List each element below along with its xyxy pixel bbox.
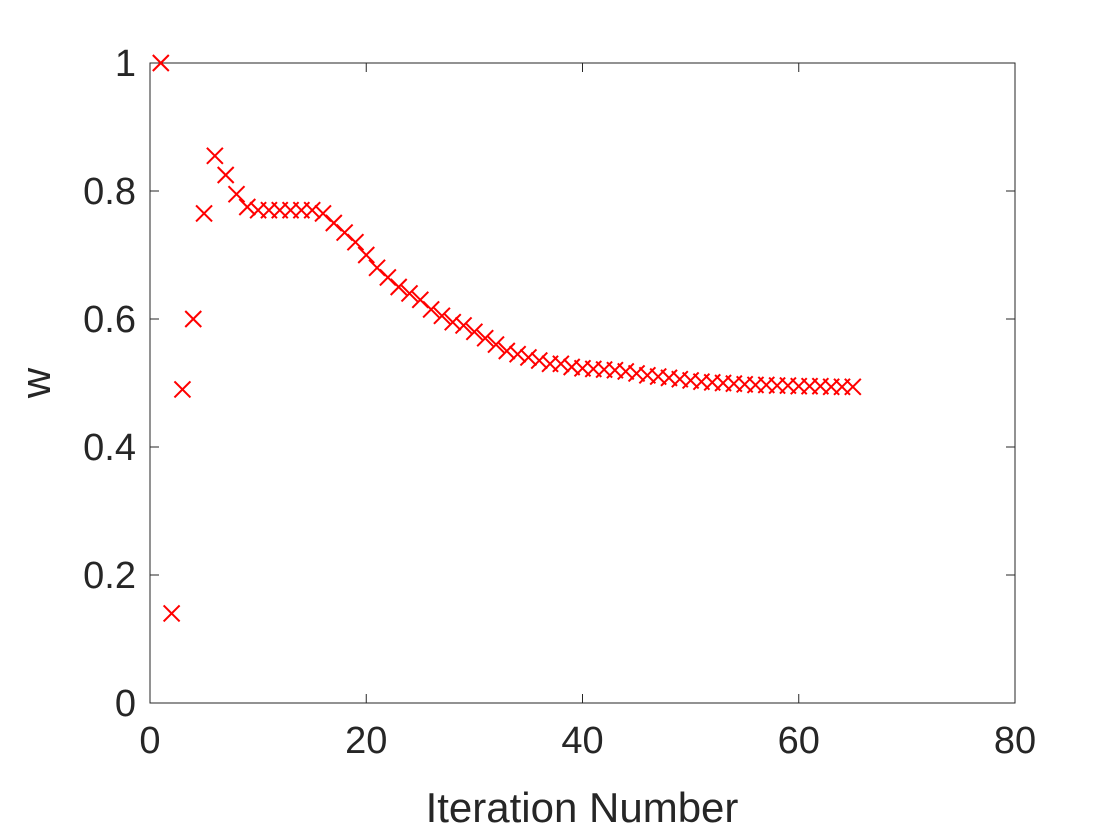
data-point bbox=[476, 329, 494, 347]
data-point bbox=[162, 604, 181, 623]
x-tick-label: 60 bbox=[778, 720, 820, 762]
x-tick-label: 40 bbox=[561, 720, 603, 762]
data-point bbox=[519, 348, 538, 367]
data-point bbox=[454, 316, 473, 335]
data-point bbox=[487, 335, 505, 354]
data-point bbox=[508, 345, 527, 363]
data-point bbox=[422, 300, 440, 319]
y-tick-label: 1 bbox=[115, 43, 136, 85]
data-point bbox=[195, 204, 213, 223]
data-point bbox=[346, 233, 365, 251]
data-point bbox=[238, 198, 257, 216]
y-tick-label: 0.8 bbox=[83, 171, 136, 213]
data-point bbox=[498, 342, 516, 360]
x-tick-label: 20 bbox=[345, 720, 387, 762]
y-tick-label: 0.2 bbox=[83, 555, 136, 597]
y-tick-labels: 0 0.2 0.4 0.6 0.8 1 bbox=[83, 43, 136, 725]
y-tick-label: 0.6 bbox=[83, 299, 136, 341]
data-point bbox=[173, 380, 192, 399]
data-point bbox=[357, 246, 375, 264]
data-point bbox=[530, 351, 548, 370]
x-tick-label: 0 bbox=[139, 720, 160, 762]
x-axis-title: Iteration Number bbox=[426, 784, 739, 831]
data-point bbox=[433, 307, 451, 325]
data-point bbox=[844, 378, 862, 396]
data-point bbox=[400, 284, 419, 303]
data-point bbox=[216, 166, 235, 184]
data-point bbox=[206, 147, 224, 165]
y-tick-label: 0 bbox=[115, 683, 136, 725]
data-point bbox=[465, 323, 484, 341]
data-point bbox=[303, 201, 321, 219]
data-point bbox=[627, 364, 646, 383]
axis-ticks bbox=[149, 62, 1016, 704]
y-tick-label: 0.4 bbox=[83, 427, 136, 469]
data-point bbox=[389, 278, 408, 296]
data-markers bbox=[152, 54, 862, 623]
data-point bbox=[444, 313, 462, 331]
data-point bbox=[227, 185, 246, 203]
data-point bbox=[152, 54, 170, 72]
x-tick-labels: 0 20 40 60 80 bbox=[139, 720, 1036, 762]
data-point bbox=[617, 362, 635, 381]
y-axis-title: w bbox=[12, 367, 59, 399]
data-point bbox=[184, 310, 202, 328]
x-tick-label: 80 bbox=[994, 720, 1036, 762]
plot-area bbox=[149, 62, 1016, 704]
data-point bbox=[552, 355, 570, 373]
